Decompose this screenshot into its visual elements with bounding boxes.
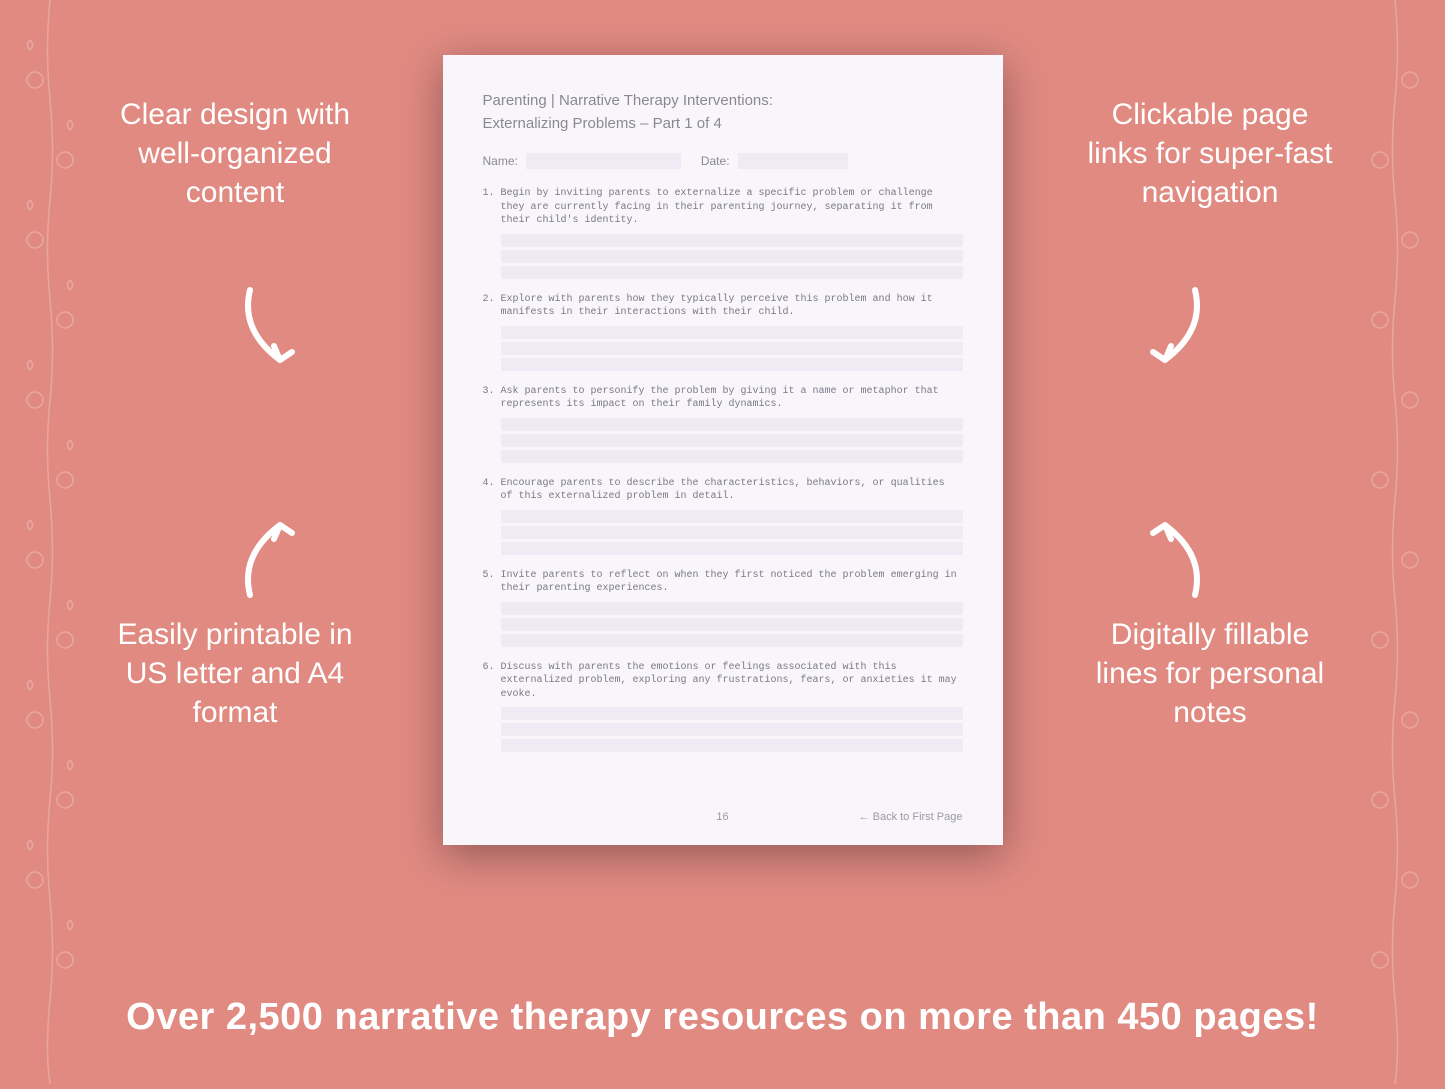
arrow-bottom-left <box>230 505 330 605</box>
answer-lines[interactable] <box>501 418 963 463</box>
question-text: Explore with parents how they typically … <box>501 293 963 320</box>
arrow-top-right <box>1115 280 1215 380</box>
header-line-2: Externalizing Problems – Part 1 of 4 <box>483 113 963 136</box>
arrow-bottom-right <box>1115 505 1215 605</box>
back-to-first-link[interactable]: ← Back to First Page <box>859 811 963 823</box>
callout-bottom-left: Easily printable in US letter and A4 for… <box>105 615 365 732</box>
question-row: 6.Discuss with parents the emotions or f… <box>483 661 963 753</box>
callout-top-left: Clear design with well-organized content <box>105 95 365 212</box>
question-text: Discuss with parents the emotions or fee… <box>501 661 963 702</box>
answer-lines[interactable] <box>501 707 963 752</box>
question-row: 3.Ask parents to personify the problem b… <box>483 385 963 463</box>
answer-lines[interactable] <box>501 602 963 647</box>
question-text: Begin by inviting parents to externalize… <box>501 187 963 228</box>
name-input[interactable] <box>526 153 681 169</box>
question-number: 3. <box>483 385 497 412</box>
page-header: Parenting | Narrative Therapy Interventi… <box>483 90 963 135</box>
arrow-top-left <box>230 280 330 380</box>
page-number: 16 <box>716 811 728 823</box>
callout-top-right: Clickable page links for super-fast navi… <box>1080 95 1340 212</box>
answer-lines[interactable] <box>501 326 963 371</box>
question-text: Invite parents to reflect on when they f… <box>501 569 963 596</box>
question-number: 2. <box>483 293 497 320</box>
name-date-row: Name: Date: <box>483 153 963 169</box>
question-text: Ask parents to personify the problem by … <box>501 385 963 412</box>
name-label: Name: <box>483 154 518 168</box>
date-input[interactable] <box>738 153 848 169</box>
floral-border-right <box>1355 0 1435 1084</box>
question-row: 4.Encourage parents to describe the char… <box>483 477 963 555</box>
header-line-1: Parenting | Narrative Therapy Interventi… <box>483 90 963 113</box>
question-row: 2.Explore with parents how they typicall… <box>483 293 963 371</box>
bottom-banner: Over 2,500 narrative therapy resources o… <box>0 996 1445 1039</box>
page-footer: 16 ← Back to First Page <box>483 811 963 823</box>
answer-lines[interactable] <box>501 510 963 555</box>
question-number: 1. <box>483 187 497 228</box>
document-page: Parenting | Narrative Therapy Interventi… <box>443 55 1003 845</box>
date-label: Date: <box>701 154 730 168</box>
question-number: 5. <box>483 569 497 596</box>
question-row: 1.Begin by inviting parents to externali… <box>483 187 963 279</box>
callout-bottom-right: Digitally fillable lines for personal no… <box>1080 615 1340 732</box>
question-row: 5.Invite parents to reflect on when they… <box>483 569 963 647</box>
question-number: 6. <box>483 661 497 702</box>
answer-lines[interactable] <box>501 234 963 279</box>
question-number: 4. <box>483 477 497 504</box>
floral-border-left <box>10 0 90 1084</box>
question-text: Encourage parents to describe the charac… <box>501 477 963 504</box>
